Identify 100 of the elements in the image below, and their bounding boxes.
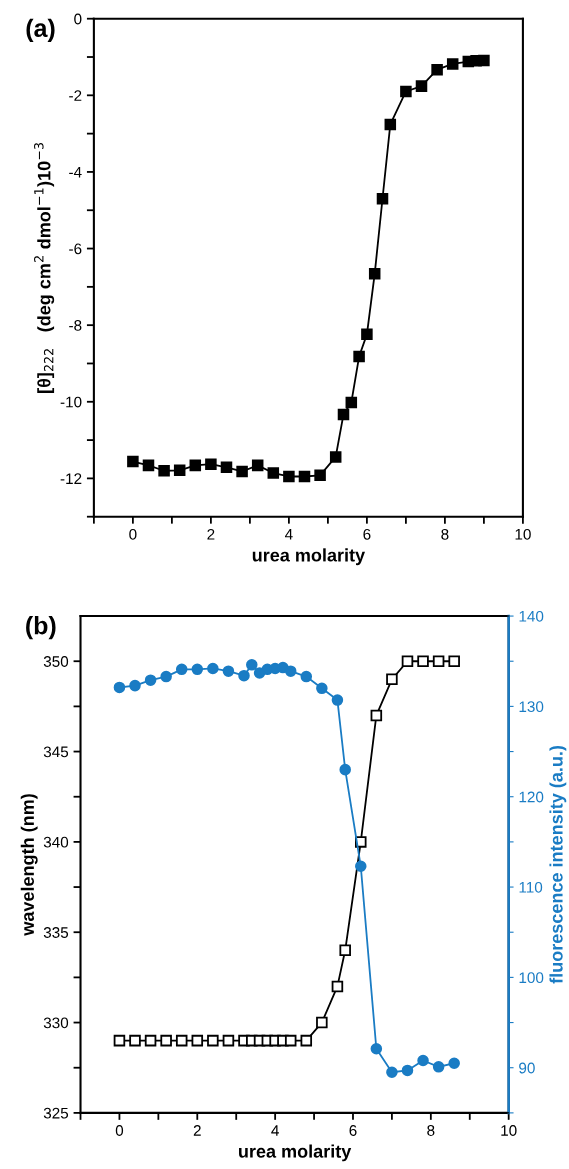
point [401, 1064, 414, 1077]
point [400, 85, 412, 98]
x-tick-label: 0 [129, 528, 137, 540]
x-tick-label: 8 [441, 528, 449, 540]
point [339, 763, 351, 776]
x-tick-label: 4 [271, 1125, 279, 1136]
point [251, 459, 264, 472]
x-tick-label: 6 [363, 528, 371, 540]
y2-tick-label: 120 [519, 791, 544, 803]
x-axis-title: urea molarity [252, 548, 365, 566]
y-tick-label: 340 [43, 836, 69, 848]
point [353, 350, 365, 363]
point [238, 669, 250, 682]
point [207, 662, 219, 675]
point [331, 694, 344, 706]
chart-title: (b) [26, 616, 56, 640]
point [191, 1034, 204, 1047]
point [283, 470, 295, 483]
point [316, 682, 328, 695]
y-tick-label: 345 [43, 746, 69, 758]
y2-tick-label: 110 [519, 881, 543, 893]
point [113, 1034, 126, 1047]
point [314, 469, 326, 482]
point [432, 1061, 445, 1073]
text: [θ]$_{222}$ (deg cm$^{2}$ dmol$^{−1}$)10$^{−3}$ [34, 143, 55, 393]
point [191, 663, 204, 676]
x-tick-label: 6 [349, 1125, 357, 1136]
y-tick-label: 350 [43, 656, 69, 667]
point [448, 1057, 460, 1069]
y-tick-label: -10 [60, 396, 82, 408]
point [160, 670, 172, 683]
point [316, 1016, 328, 1029]
point [158, 464, 170, 477]
y2-tick-label: 90 [519, 1062, 535, 1074]
point [175, 1034, 188, 1047]
point [417, 655, 429, 667]
point [355, 860, 367, 873]
point [298, 470, 311, 483]
point [173, 464, 186, 477]
x-tick-label: 0 [115, 1125, 124, 1136]
y-tick-label: 325 [43, 1107, 69, 1119]
point [205, 458, 217, 470]
y2-tick-label: 130 [519, 701, 544, 713]
point [127, 455, 139, 468]
y2-tick-label: 100 [519, 972, 544, 984]
point [144, 1034, 157, 1047]
point [478, 54, 490, 67]
y-axis-title: wavelength (nm) [20, 794, 38, 936]
point [339, 944, 351, 957]
point [267, 467, 280, 479]
point [113, 681, 126, 694]
y-tick-label: 0 [74, 13, 82, 25]
point [431, 63, 443, 76]
y-tick-label: -2 [69, 90, 82, 101]
point [129, 679, 141, 692]
point [207, 1034, 219, 1047]
y2-axis-title: fluorescence intensity (a.u.) [549, 745, 567, 984]
point [300, 670, 313, 683]
x-axis-title: urea molarity [239, 1144, 352, 1162]
point [368, 268, 381, 280]
point [432, 655, 445, 667]
x-tick-label: 2 [193, 1125, 201, 1136]
y-tick-label: -6 [69, 243, 82, 255]
point [384, 118, 397, 131]
point [370, 1042, 383, 1055]
x-tick-label: 8 [427, 1125, 435, 1136]
y-tick-label: 335 [43, 927, 69, 938]
point [345, 396, 358, 409]
point [448, 655, 460, 667]
y-tick-label: -12 [60, 473, 82, 484]
point [160, 1034, 172, 1047]
chart-title: (a) [26, 18, 55, 43]
point [222, 1034, 235, 1047]
point [331, 980, 344, 993]
point [284, 1034, 297, 1047]
point [376, 192, 389, 205]
point [417, 1054, 429, 1067]
point [415, 80, 428, 92]
x-tick-label: 4 [285, 529, 293, 540]
x-tick-label: 2 [207, 528, 215, 540]
point [446, 58, 459, 70]
point [284, 665, 297, 677]
point [300, 1034, 313, 1047]
y-tick-label: -4 [69, 166, 82, 178]
point [386, 673, 398, 686]
point [337, 408, 350, 421]
point [220, 461, 233, 474]
x-tick-label: 10 [515, 528, 531, 540]
y-tick-label: 330 [43, 1017, 69, 1029]
point [175, 663, 188, 676]
y2-tick-label: 140 [519, 610, 544, 622]
point [129, 1034, 141, 1047]
point [236, 465, 248, 478]
point [329, 451, 342, 463]
point [370, 709, 383, 722]
x-tick-label: 10 [501, 1125, 517, 1136]
point [222, 665, 235, 677]
point [144, 674, 157, 686]
point [142, 459, 155, 472]
y-tick-label: -8 [69, 320, 82, 331]
